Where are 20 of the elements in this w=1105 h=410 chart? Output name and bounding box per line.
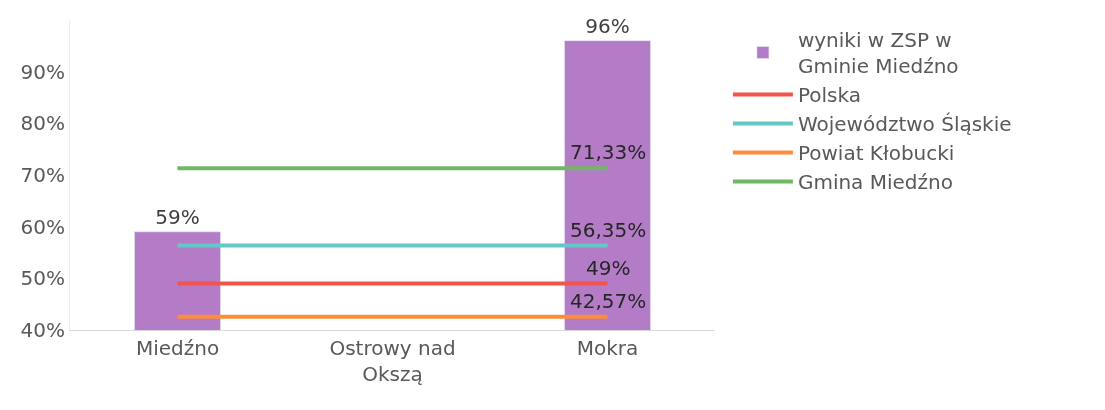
y-tick-label: 40% <box>20 318 65 342</box>
data-label: 56,35% <box>570 218 647 242</box>
y-tick-label: 80% <box>20 111 65 136</box>
y-tick-label: 90% <box>20 59 65 84</box>
legend-label: wyniki w ZSP w Gminie Miedźno <box>797 28 959 79</box>
data-label: 96% <box>585 13 630 38</box>
x-tick-label: Ostrowy nad Okszą <box>329 336 456 386</box>
data-label: 42,57% <box>570 289 647 313</box>
x-tick-label: Mokra <box>576 336 639 360</box>
legend-label: Powiat Kłobucki <box>797 141 955 166</box>
legend-label: Gmina Miedźno <box>797 170 953 195</box>
y-tick-label: 70% <box>20 163 65 187</box>
data-label: 71,33% <box>570 140 647 164</box>
data-label: 59% <box>155 204 200 229</box>
y-tick-label: 60% <box>20 214 65 239</box>
legend-label: Polska <box>797 83 861 108</box>
x-tick-label: Miedźno <box>135 336 220 360</box>
legend-label: Województwo Śląskie <box>797 112 1012 137</box>
y-tick-label: 50% <box>20 266 65 291</box>
data-label: 49% <box>586 256 631 280</box>
